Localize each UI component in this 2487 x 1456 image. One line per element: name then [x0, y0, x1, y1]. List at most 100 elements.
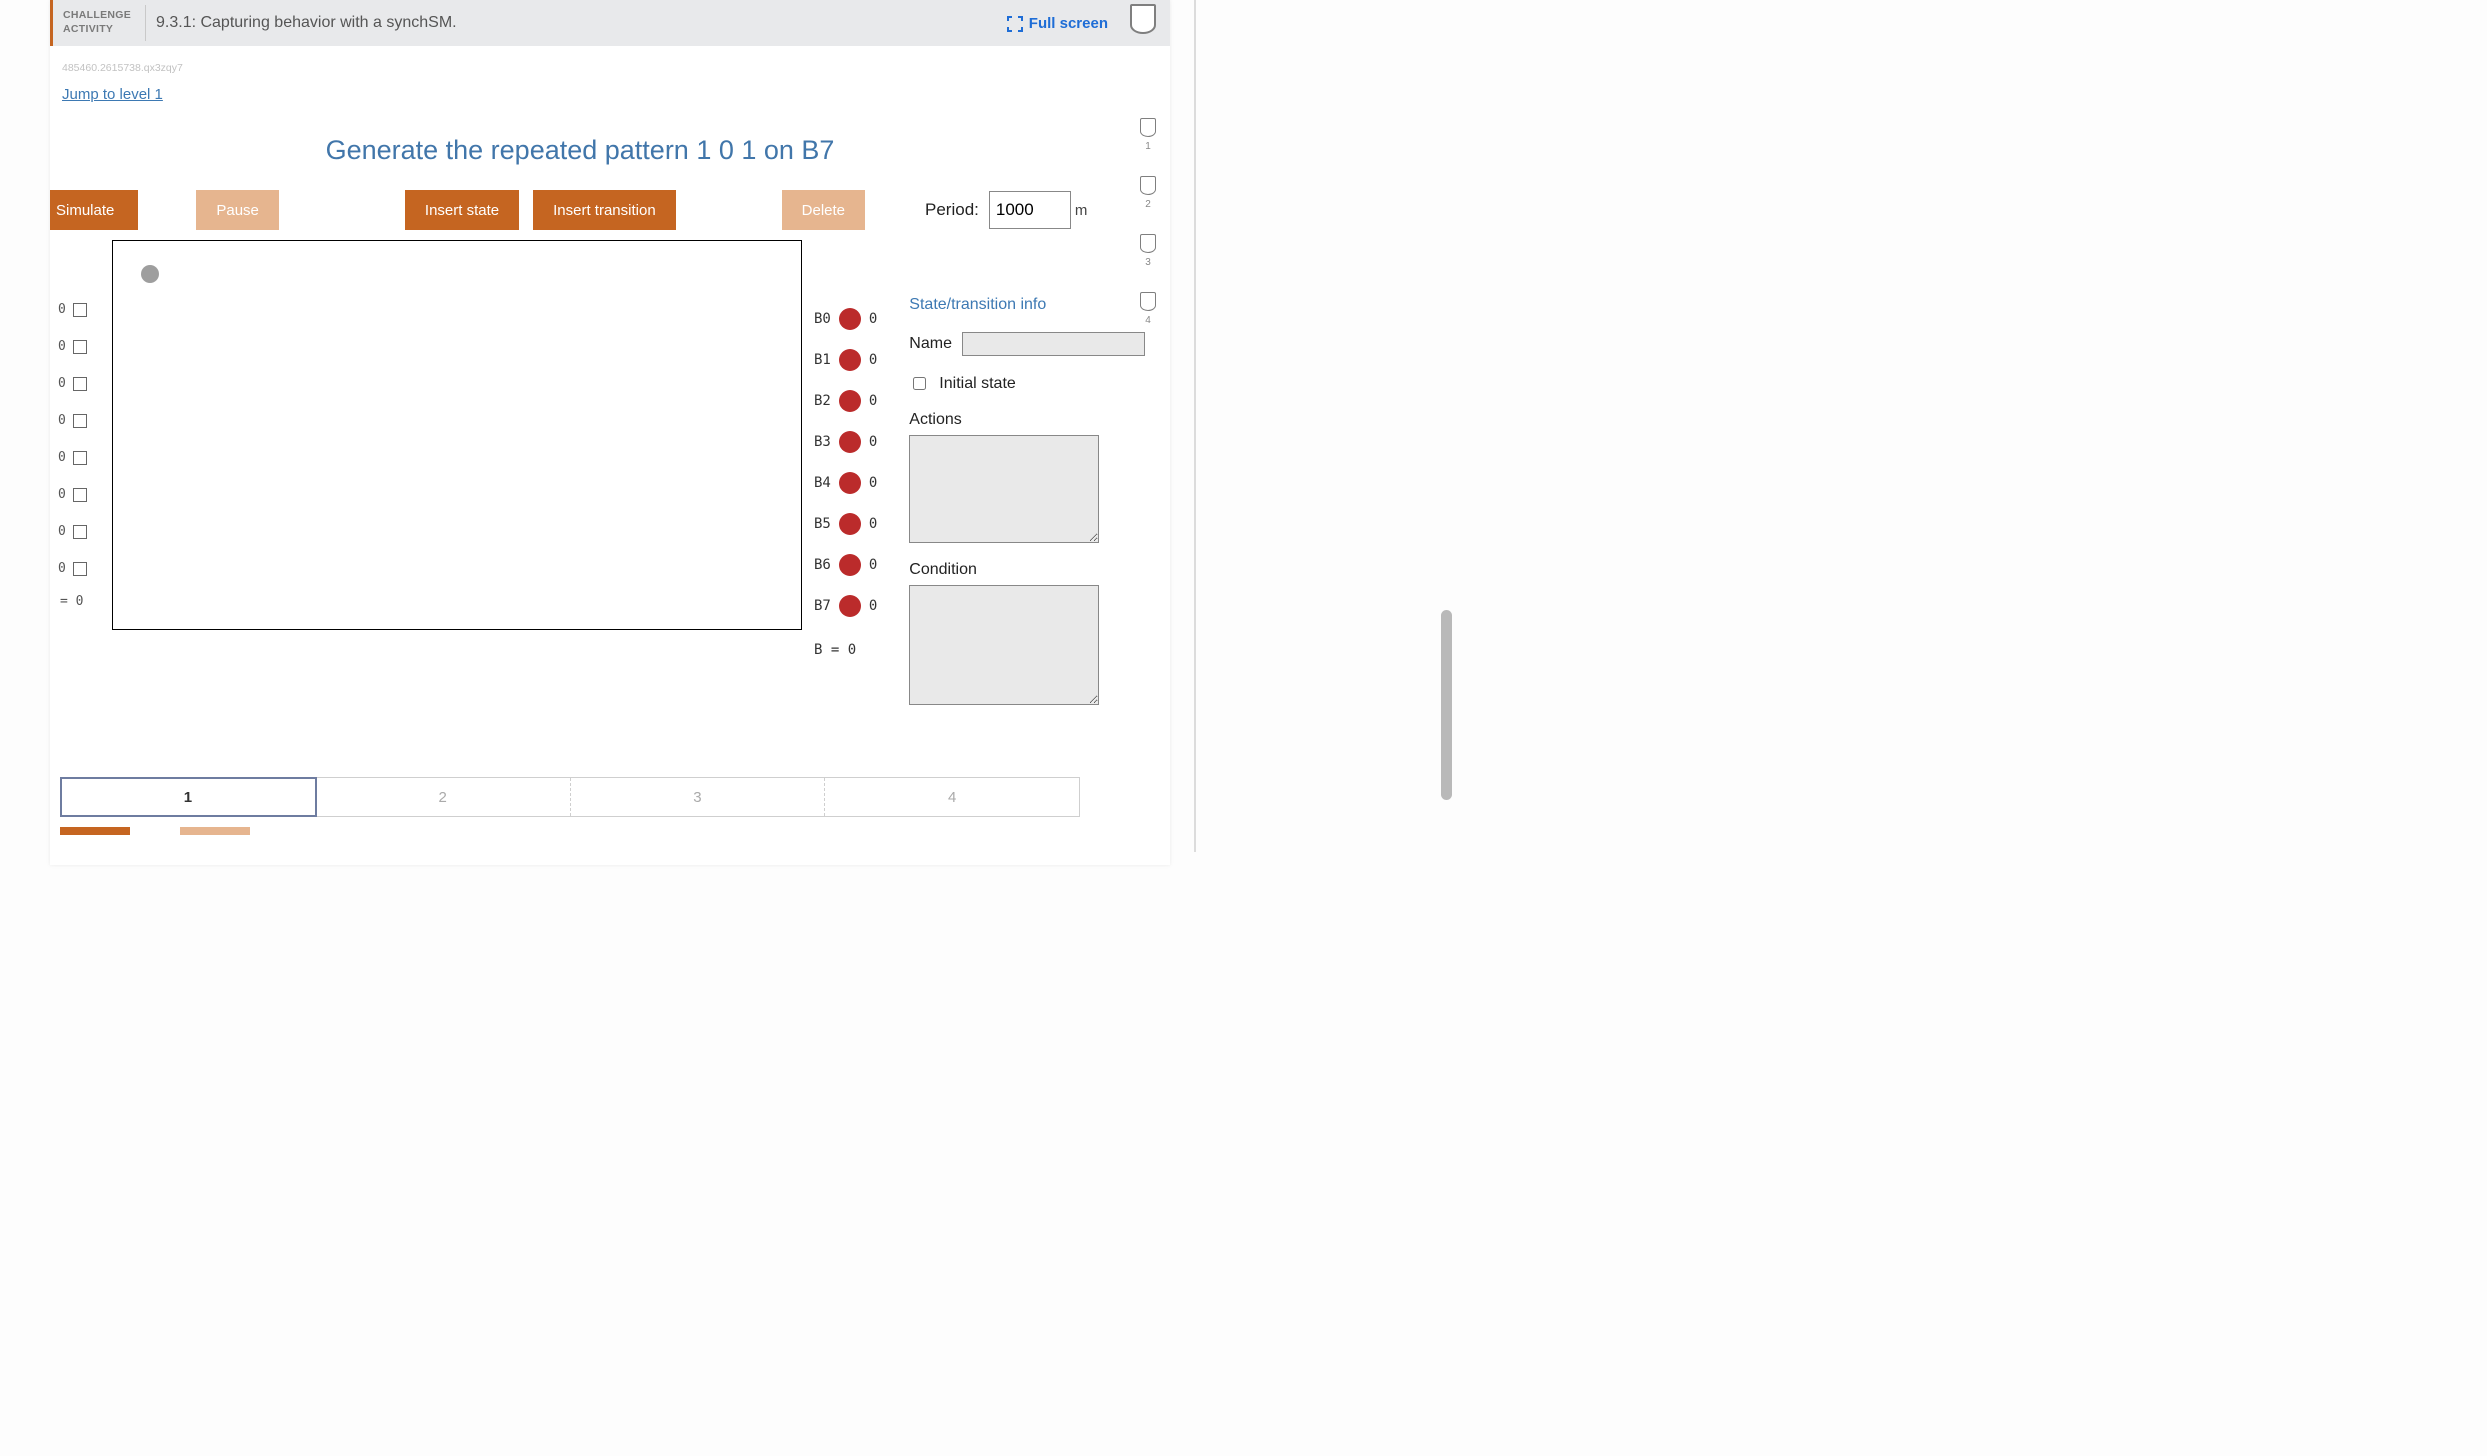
shield-icon: [1140, 234, 1156, 253]
scrollbar-thumb[interactable]: [1441, 610, 1452, 800]
outputs-column: B0 0 B1 0 B2 0 B3: [814, 308, 877, 658]
output-bit-value: 0: [869, 516, 877, 532]
initial-state-label: Initial state: [939, 375, 1015, 393]
inspector-panel: State/transition info Name Initial state…: [909, 240, 1099, 723]
jump-to-level-link[interactable]: Jump to level 1: [62, 86, 163, 103]
input-bit-row: 0: [58, 302, 106, 317]
level-badge[interactable]: 2: [1140, 176, 1156, 210]
toolbar: Simulate Pause Insert state Insert trans…: [60, 190, 1160, 230]
output-bit-name: B4: [814, 475, 831, 491]
shield-icon: [1140, 292, 1156, 311]
input-bit-value: 0: [58, 450, 66, 465]
input-bit-toggle[interactable]: [73, 377, 87, 391]
input-bit-toggle[interactable]: [73, 488, 87, 502]
output-bit-value: 0: [869, 434, 877, 450]
instruction-text: Generate the repeated pattern 1 0 1 on B…: [0, 135, 1160, 166]
scrollbar-track[interactable]: [1437, 0, 1452, 865]
challenge-tag-line2: ACTIVITY: [63, 23, 145, 37]
led-icon: [839, 308, 861, 330]
input-bit-value: 0: [58, 413, 66, 428]
output-bit-row: B7 0: [814, 595, 877, 617]
step-tabs: 1 2 3 4: [60, 777, 1080, 817]
inspector-name-label: Name: [909, 335, 952, 353]
inspector-condition-input[interactable]: [909, 585, 1099, 705]
step-tab[interactable]: 3: [571, 778, 826, 816]
inspector-name-input[interactable]: [962, 332, 1145, 356]
input-bit-row: 0: [58, 413, 106, 428]
input-bit-value: 0: [58, 302, 66, 317]
inspector-condition-label: Condition: [909, 561, 1099, 579]
input-bit-toggle[interactable]: [73, 303, 87, 317]
activity-card: CHALLENGE ACTIVITY 9.3.1: Capturing beha…: [50, 0, 1170, 865]
card-body: 485460.2615738.qx3zqy7 Jump to level 1 G…: [50, 46, 1170, 865]
output-bit-value: 0: [869, 393, 877, 409]
simulate-button[interactable]: Simulate: [50, 190, 138, 230]
step-tab[interactable]: 4: [825, 778, 1079, 816]
led-icon: [839, 349, 861, 371]
inputs-equals: = 0: [60, 594, 106, 609]
page-divider: [1194, 0, 1196, 852]
header-progress-badge: [1130, 4, 1156, 34]
full-screen-button[interactable]: Full screen: [1007, 0, 1108, 46]
input-bit-row: 0: [58, 339, 106, 354]
output-bit-name: B3: [814, 434, 831, 450]
output-bit-name: B7: [814, 598, 831, 614]
input-bit-toggle[interactable]: [73, 414, 87, 428]
output-bit-name: B0: [814, 311, 831, 327]
period-unit: m: [1075, 202, 1088, 219]
led-icon: [839, 595, 861, 617]
input-bit-value: 0: [58, 376, 66, 391]
step-tab[interactable]: 1: [61, 778, 316, 816]
state-machine-canvas[interactable]: [112, 240, 802, 630]
period-input[interactable]: [989, 191, 1071, 229]
level-number: 2: [1145, 199, 1151, 210]
level-badge[interactable]: 1: [1140, 118, 1156, 152]
insert-state-button[interactable]: Insert state: [405, 190, 519, 230]
input-bit-toggle[interactable]: [73, 525, 87, 539]
insert-transition-button[interactable]: Insert transition: [533, 190, 676, 230]
output-bit-value: 0: [869, 598, 877, 614]
output-bit-row: B0 0: [814, 308, 877, 330]
inspector-title: State/transition info: [909, 296, 1099, 314]
led-icon: [839, 431, 861, 453]
fullscreen-icon: [1007, 16, 1021, 30]
output-bit-row: B2 0: [814, 390, 877, 412]
shield-icon: [1140, 176, 1156, 195]
activity-hash: 485460.2615738.qx3zqy7: [62, 62, 1160, 74]
level-badge[interactable]: 4: [1140, 292, 1156, 326]
inspector-actions-label: Actions: [909, 411, 1099, 429]
input-bit-toggle[interactable]: [73, 451, 87, 465]
outputs-b-equals: B = 0: [814, 642, 877, 658]
input-bit-row: 0: [58, 561, 106, 576]
output-bit-name: B1: [814, 352, 831, 368]
level-badge[interactable]: 3: [1140, 234, 1156, 268]
pill-light: [180, 827, 250, 835]
bottom-pills: [60, 827, 1160, 835]
shield-icon: [1130, 4, 1156, 34]
header-divider: [145, 5, 146, 41]
pill-dark: [60, 827, 130, 835]
output-bit-row: B3 0: [814, 431, 877, 453]
output-bit-row: B6 0: [814, 554, 877, 576]
input-bit-toggle[interactable]: [73, 340, 87, 354]
input-bit-value: 0: [58, 561, 66, 576]
led-icon: [839, 554, 861, 576]
level-number: 4: [1145, 315, 1151, 326]
inspector-actions-input[interactable]: [909, 435, 1099, 543]
input-bit-row: 0: [58, 376, 106, 391]
pause-button[interactable]: Pause: [196, 190, 279, 230]
inputs-column: 0 0 0 0: [60, 240, 106, 609]
level-badges-column: 1 2 3 4: [1140, 118, 1156, 326]
input-bit-row: 0: [58, 487, 106, 502]
challenge-tag: CHALLENGE ACTIVITY: [53, 9, 145, 36]
step-tab[interactable]: 2: [316, 778, 571, 816]
initial-state-dot[interactable]: [141, 265, 159, 283]
initial-state-checkbox[interactable]: [913, 377, 926, 390]
input-bit-row: 0: [58, 450, 106, 465]
output-bit-row: B4 0: [814, 472, 877, 494]
input-bit-value: 0: [58, 339, 66, 354]
delete-button[interactable]: Delete: [782, 190, 865, 230]
input-bit-toggle[interactable]: [73, 562, 87, 576]
led-icon: [839, 390, 861, 412]
led-icon: [839, 472, 861, 494]
